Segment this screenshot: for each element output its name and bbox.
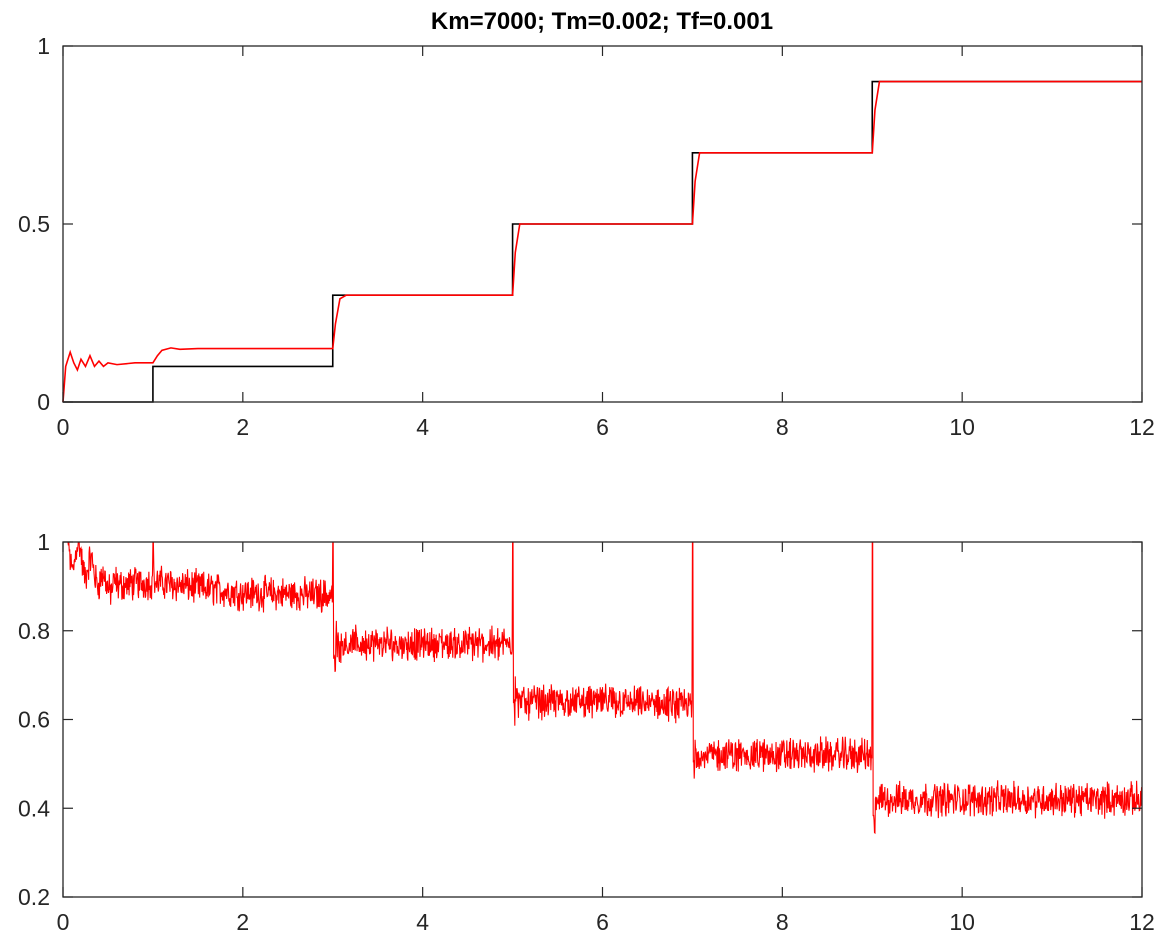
x-tick-label: 10 <box>949 909 975 935</box>
axes-bottom: 0 2 4 6 8 10 12 0.2 0.4 0.6 0.8 1 <box>18 529 1155 935</box>
y-tick-label: 0.6 <box>18 707 50 733</box>
x-tick-label: 2 <box>236 909 249 935</box>
x-tick-label: 4 <box>416 909 429 935</box>
y-tick-label: 1 <box>37 33 50 59</box>
x-tick-label: 6 <box>596 909 609 935</box>
x-tick-label: 8 <box>776 909 789 935</box>
x-tick-label: 6 <box>596 414 609 440</box>
y-tick-label: 1 <box>37 529 50 555</box>
x-tick-label: 8 <box>776 414 789 440</box>
series-line-1 <box>62 80 1142 403</box>
x-tick-label: 10 <box>949 414 975 440</box>
x-tick-label: 0 <box>57 909 70 935</box>
y-tick-label: 0.5 <box>18 211 50 237</box>
x-tick-label: 0 <box>57 414 70 440</box>
axes-top: 0 2 4 6 8 10 12 0 0.5 1 <box>18 33 1155 440</box>
y-tick-label: 0.8 <box>18 618 50 644</box>
x-tick-label: 2 <box>236 414 249 440</box>
y-tick-label: 0.2 <box>18 884 50 910</box>
y-tick-label: 0 <box>37 389 50 415</box>
x-tick-label: 12 <box>1129 414 1155 440</box>
series-line-0 <box>63 541 1143 835</box>
x-tick-label: 12 <box>1129 909 1155 935</box>
chart-title: Km=7000; Tm=0.002; Tf=0.001 <box>431 8 773 35</box>
y-tick-label: 0.4 <box>18 795 50 821</box>
x-tick-label: 4 <box>416 414 429 440</box>
